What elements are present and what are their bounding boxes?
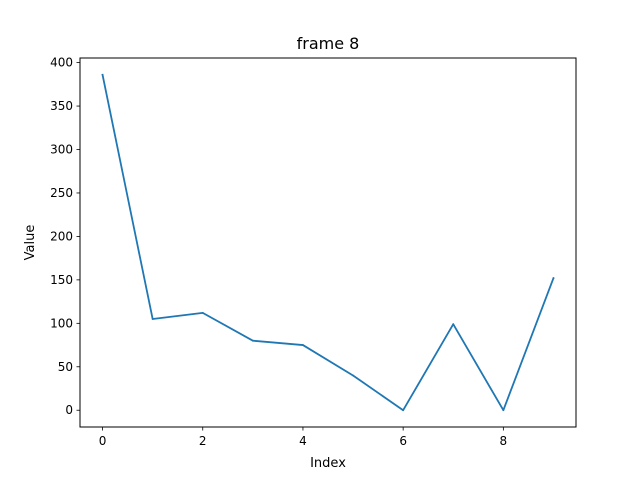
- y-tick-label: 50: [58, 360, 73, 374]
- y-tick-label: 250: [50, 186, 73, 200]
- data-point: [152, 318, 154, 320]
- data-point: [553, 277, 555, 279]
- x-tick-label: 4: [299, 434, 307, 448]
- y-tick-label: 400: [50, 56, 73, 70]
- data-point: [202, 312, 204, 314]
- data-point: [352, 375, 354, 377]
- y-tick-label: 0: [65, 403, 73, 417]
- data-point: [402, 409, 404, 411]
- x-axis-label: Index: [310, 456, 346, 471]
- data-point: [502, 409, 504, 411]
- y-tick-label: 150: [50, 273, 73, 287]
- x-tick-label: 6: [399, 434, 407, 448]
- data-point: [252, 340, 254, 342]
- data-point: [452, 323, 454, 325]
- y-tick-label: 300: [50, 143, 73, 157]
- data-point: [302, 344, 304, 346]
- x-tick-label: 8: [500, 434, 508, 448]
- y-tick-label: 200: [50, 229, 73, 243]
- x-tick-label: 0: [99, 434, 107, 448]
- y-tick-label: 350: [50, 99, 73, 113]
- y-axis-label: Value: [23, 225, 38, 261]
- plot-area: [80, 58, 576, 427]
- chart-title: frame 8: [297, 34, 360, 53]
- data-point: [102, 74, 104, 76]
- x-tick-label: 2: [199, 434, 207, 448]
- y-tick-label: 100: [50, 316, 73, 330]
